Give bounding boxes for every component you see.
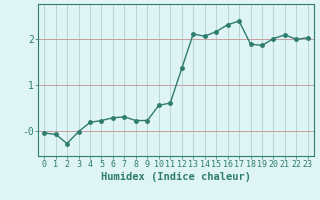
X-axis label: Humidex (Indice chaleur): Humidex (Indice chaleur) [101,172,251,182]
